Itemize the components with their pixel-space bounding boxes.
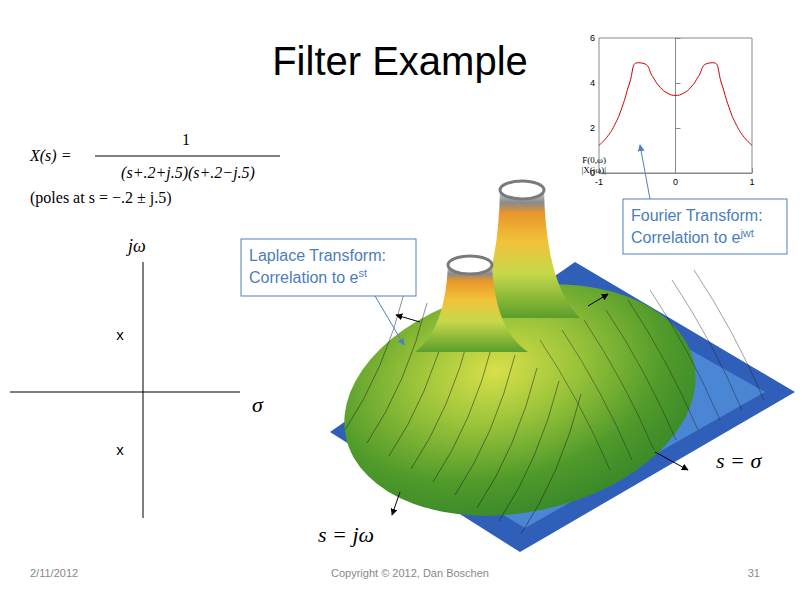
svg-text:0: 0 <box>673 177 678 187</box>
svg-text:1: 1 <box>749 177 754 187</box>
svg-text:s = jω: s = jω <box>318 522 374 547</box>
svg-text:2: 2 <box>590 123 595 133</box>
svg-text:Copyright © 2012, Dan Boschen: Copyright © 2012, Dan Boschen <box>331 567 489 579</box>
html-text:F(0,ω): F(0,ω) <box>582 155 606 165</box>
svg-text:Fourier Transform:: Fourier Transform: <box>631 207 763 224</box>
svg-text:-1: -1 <box>595 177 603 187</box>
svg-text:x: x <box>116 441 124 458</box>
svg-text:31: 31 <box>748 567 760 579</box>
svg-text:X(s) =: X(s) = <box>29 147 71 165</box>
svg-text:x: x <box>116 326 124 343</box>
svg-text:4: 4 <box>590 78 595 88</box>
svg-text:jω: jω <box>126 236 146 256</box>
svg-text:Correlation to ejwt: Correlation to ejwt <box>631 227 754 246</box>
svg-text:(s+.2+j.5)(s+.2−j.5): (s+.2+j.5)(s+.2−j.5) <box>121 164 255 182</box>
svg-text:Filter Example: Filter Example <box>272 39 528 83</box>
svg-text:2/11/2012: 2/11/2012 <box>30 567 78 579</box>
svg-text:s = σ: s = σ <box>716 448 762 473</box>
svg-text:(poles at s = −.2 ± j.5): (poles at s = −.2 ± j.5) <box>30 189 171 207</box>
svg-text:6: 6 <box>590 33 595 43</box>
svg-text:1: 1 <box>182 131 190 148</box>
svg-text:σ: σ <box>252 392 264 417</box>
svg-text:Laplace Transform:: Laplace Transform: <box>249 247 386 264</box>
svg-text:Correlation to est: Correlation to est <box>249 267 367 286</box>
html-text:|X(jω)|: |X(jω)| <box>581 165 606 175</box>
